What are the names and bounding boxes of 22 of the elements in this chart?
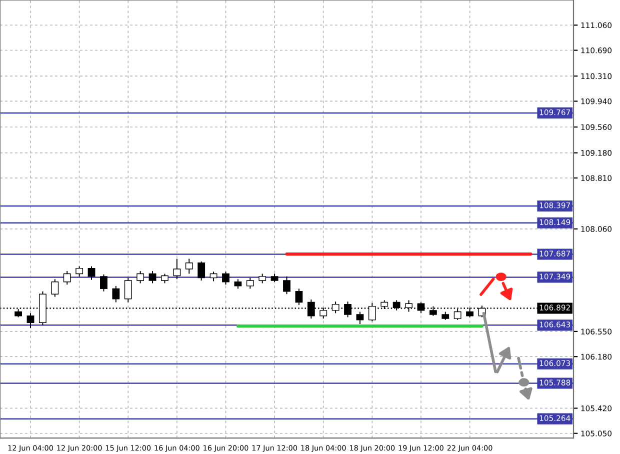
candlestick [234,278,242,290]
candlestick [198,261,206,282]
candlestick [88,266,96,280]
candlestick [100,274,108,292]
candlestick [124,277,132,303]
candlestick [246,277,254,290]
candlestick [185,258,193,274]
candlestick [76,266,84,277]
candlestick [136,270,144,284]
candlestick [63,270,71,286]
candlestick [148,270,156,284]
candlestick [356,311,364,324]
candlestick [112,285,120,303]
candlestick [295,288,303,306]
candlestick [26,312,34,329]
candlestick [51,278,59,298]
candlestick [283,276,290,295]
candlestick [210,271,218,282]
candlestick [173,258,181,280]
candlestick [222,271,230,286]
candlestick [161,273,168,284]
candlestick [258,273,266,284]
